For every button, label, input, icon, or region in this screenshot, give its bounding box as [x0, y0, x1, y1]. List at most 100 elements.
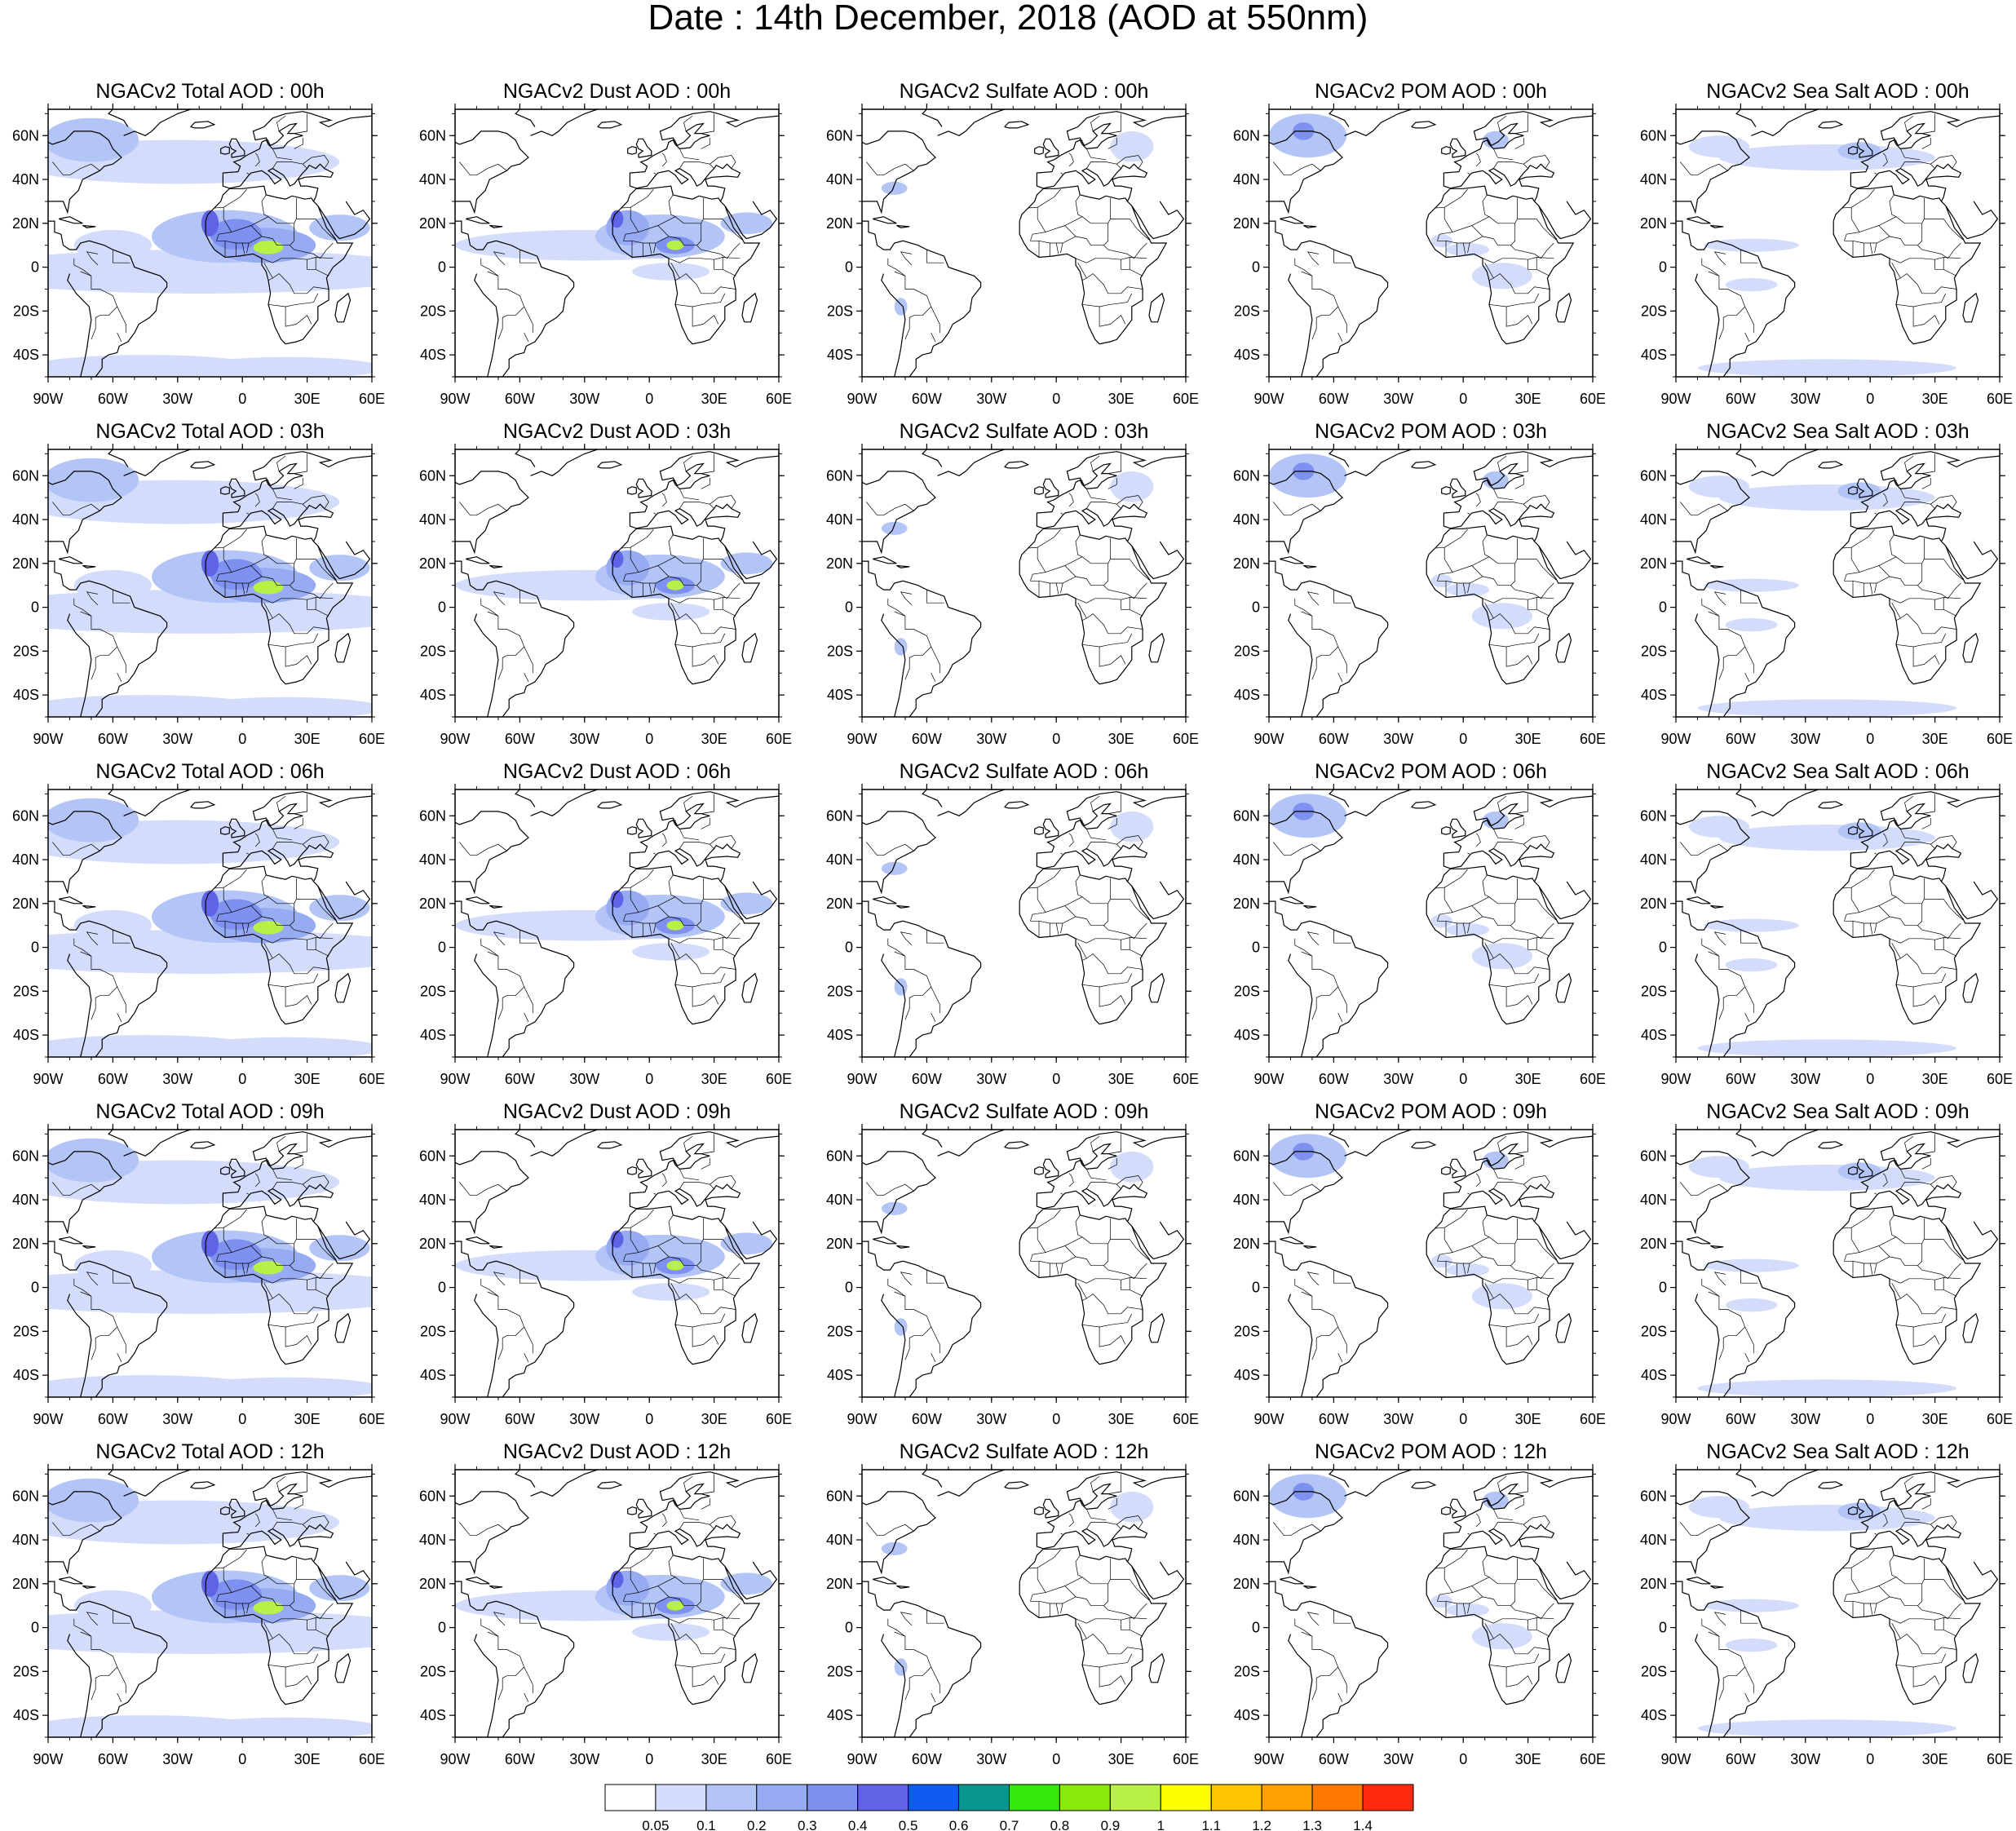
coastline [48, 1241, 168, 1397]
aerosol-field [632, 1623, 710, 1641]
lat-tick-label: 20S [827, 1323, 853, 1339]
country-border [683, 455, 693, 471]
lon-tick-label: 30E [294, 1411, 321, 1427]
country-border [52, 842, 100, 856]
lon-tick-label: 0 [1459, 1411, 1467, 1427]
panel-title: NGACv2 Sea Salt AOD : 09h [1706, 1100, 1969, 1123]
colorbar-label: 0.1 [696, 1818, 716, 1831]
lon-tick-label: 0 [645, 731, 653, 747]
country-border [1941, 1263, 1961, 1280]
country-border [1514, 1474, 1528, 1494]
lon-tick-label: 60W [1319, 1751, 1349, 1767]
country-border [1523, 1515, 1550, 1529]
country-border [1475, 153, 1481, 167]
country-border [1917, 903, 1923, 926]
lon-tick-label: 0 [238, 1411, 246, 1427]
coastline [1676, 900, 1796, 1057]
lon-tick-label: 0 [1052, 1751, 1060, 1767]
country-border [1497, 115, 1507, 131]
country-border [668, 1555, 676, 1578]
coastline [1555, 1312, 1572, 1343]
aerosol-field [720, 1232, 773, 1255]
lon-tick-label: 60E [1580, 1411, 1606, 1427]
lat-tick-label: 40S [1641, 687, 1667, 703]
lat-tick-label: 0 [31, 940, 39, 956]
country-border [1437, 916, 1483, 924]
lon-tick-label: 0 [1052, 391, 1060, 407]
coastline [881, 1294, 906, 1397]
country-border [931, 333, 936, 343]
coastline [627, 1166, 637, 1175]
country-border [216, 1596, 263, 1604]
country-border [1107, 113, 1121, 134]
coastline [108, 1130, 191, 1157]
country-border [1060, 1603, 1063, 1614]
coastline [862, 1241, 982, 1397]
aerosol-field [210, 559, 263, 590]
coastline [597, 461, 623, 469]
map-frame [454, 789, 780, 1058]
coastline [220, 486, 230, 495]
lat-tick-label: 20N [419, 1576, 446, 1592]
coastline [862, 220, 982, 377]
coastline [922, 449, 1005, 476]
aerosol-field [1697, 1379, 1957, 1397]
map-frame [454, 449, 780, 718]
country-border [272, 1522, 307, 1529]
country-border [290, 563, 295, 586]
lat-tick-label: 20N [1640, 1576, 1667, 1592]
country-border [1493, 1294, 1550, 1315]
lat-tick-label: 20N [826, 896, 853, 912]
coastline [1441, 486, 1451, 495]
country-border [216, 236, 263, 244]
coastline [1131, 881, 1185, 920]
lat-tick-label: 40N [419, 171, 446, 188]
country-border [241, 242, 245, 254]
coastline [220, 1166, 230, 1175]
coastline [1280, 556, 1304, 564]
country-border [272, 842, 307, 849]
lat-tick-label: 20S [1234, 303, 1260, 319]
lat-tick-label: 40S [827, 347, 853, 363]
country-border [1493, 502, 1528, 509]
coastline [474, 1634, 499, 1737]
coastline [48, 1581, 168, 1737]
country-border [1534, 1263, 1554, 1280]
lon-tick-label: 30E [1515, 1751, 1541, 1767]
aerosol-field [48, 1270, 372, 1314]
lat-tick-label: 0 [31, 599, 39, 616]
lon-tick-label: 30W [569, 391, 599, 407]
panel-title: NGACv2 POM AOD : 03h [1315, 420, 1547, 443]
lon-tick-label: 60W [505, 1411, 535, 1427]
coastline [205, 111, 372, 345]
coastline [1329, 449, 1412, 476]
lon-tick-label: 60E [1580, 731, 1606, 747]
country-border [214, 1227, 232, 1262]
lon-tick-label: 30E [1922, 1071, 1948, 1087]
country-border [1337, 646, 1347, 674]
country-border [1488, 1313, 1540, 1328]
country-border [1713, 1612, 1726, 1626]
coastline [1329, 109, 1412, 136]
map-panel: NGACv2 Total AOD : 12h60N40N20N020S40S90… [12, 1440, 385, 1767]
country-border [1912, 1327, 1940, 1347]
country-border [1844, 236, 1890, 244]
country-border [1103, 1243, 1109, 1266]
country-border [290, 903, 295, 926]
country-border [653, 1263, 657, 1274]
lon-tick-label: 60W [1726, 731, 1756, 747]
country-border [1437, 1256, 1483, 1264]
lat-tick-label: 60N [419, 1488, 446, 1504]
lon-tick-label: 0 [238, 1751, 246, 1767]
country-border [1493, 613, 1550, 635]
country-border [714, 259, 736, 276]
coastline [59, 896, 83, 904]
coastline [455, 560, 575, 717]
country-border [1333, 1610, 1351, 1624]
country-border [710, 1175, 736, 1189]
coastline [1538, 1561, 1592, 1600]
country-border [1085, 829, 1107, 841]
country-border [630, 171, 645, 174]
coastline [1288, 1294, 1313, 1397]
